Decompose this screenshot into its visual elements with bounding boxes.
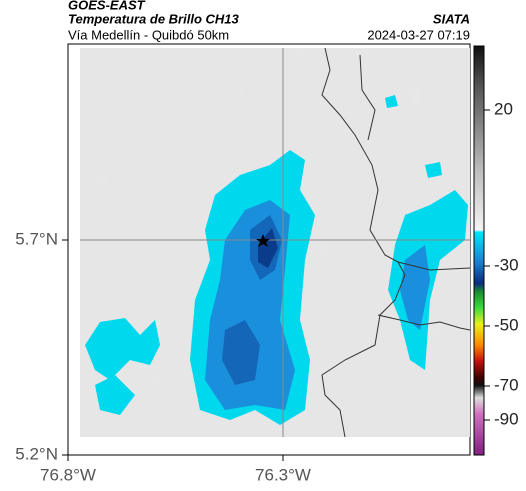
- lon-tick-label: 76.3°W: [255, 465, 311, 484]
- colorbar-tick-label: -50: [494, 315, 519, 334]
- lon-tick-label: 76.8°W: [40, 465, 96, 484]
- satellite-name: GOES-EAST: [68, 0, 146, 12]
- agency: SIATA: [433, 11, 470, 26]
- colorbar-tick-label: 20: [494, 99, 513, 118]
- colorbar: [473, 45, 485, 456]
- location-star: [256, 234, 270, 247]
- satellite-image: [80, 48, 470, 437]
- colorbar-tick-label: -30: [494, 255, 519, 274]
- lat-tick-label: 5.7°N: [15, 229, 58, 248]
- axis-ticks: 5.7°N 5.2°N 76.8°W 76.3°W: [15, 229, 311, 484]
- colorbar-tick-label: -90: [494, 409, 519, 428]
- route: Vía Medellín - Quibdó 50km: [68, 27, 229, 42]
- timestamp: 2024-03-27 07:19: [367, 27, 470, 42]
- product-title: Temperatura de Brillo CH13: [68, 11, 240, 26]
- colorbar-tick-label: -70: [494, 375, 519, 394]
- lat-tick-label: 5.2°N: [15, 444, 58, 463]
- colorbar-ticks: 20 -30 -50 -70 -90: [484, 99, 519, 428]
